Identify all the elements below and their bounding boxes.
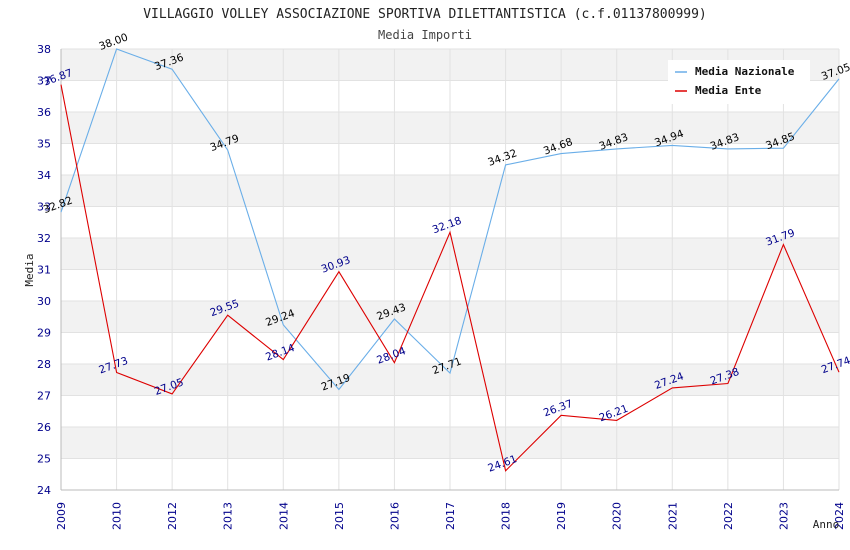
data-label: 36.87 <box>42 67 74 89</box>
data-label: 28.04 <box>375 345 408 367</box>
x-tick-label: 2023 <box>777 502 790 530</box>
legend-label: Media Ente <box>695 84 762 97</box>
legend: Media Nazionale Media Ente <box>668 60 810 104</box>
x-axis-label: Anno <box>813 518 840 531</box>
x-axis-ticks: 2009 2010 2012 2013 2014 2015 2016 2017 2018 2019… <box>55 502 846 530</box>
y-tick-label: 25 <box>37 453 51 466</box>
x-tick-label: 2010 <box>111 502 124 530</box>
x-tick-label: 2012 <box>166 502 179 530</box>
x-tick-label: 2014 <box>277 502 290 530</box>
data-label: 26.21 <box>598 403 630 425</box>
axes <box>60 49 839 491</box>
series-lines <box>60 48 840 472</box>
y-tick-label: 27 <box>37 390 51 403</box>
y-tick-label: 24 <box>37 484 51 497</box>
y-axis-ticks: 24 25 26 27 28 29 30 31 32 33 34 35 36 37 38 <box>37 43 51 497</box>
y-tick-label: 34 <box>37 169 51 182</box>
y-tick-label: 32 <box>37 232 51 245</box>
y-tick-label: 36 <box>37 106 51 119</box>
series-line <box>60 48 840 391</box>
data-label: 32.18 <box>431 215 463 237</box>
x-tick-label: 2021 <box>666 502 679 530</box>
chart-subtitle: Media Importi <box>378 28 472 42</box>
x-tick-label: 2013 <box>222 502 235 530</box>
y-tick-label: 29 <box>37 327 51 340</box>
x-tick-label: 2020 <box>611 502 624 530</box>
x-tick-label: 2016 <box>388 502 401 530</box>
y-tick-label: 30 <box>37 295 51 308</box>
series-line <box>60 84 840 472</box>
y-tick-label: 35 <box>37 138 51 151</box>
data-label: 28.14 <box>264 342 297 364</box>
data-label: 32.82 <box>42 195 74 217</box>
x-tick-label: 2019 <box>555 502 568 530</box>
y-tick-label: 33 <box>37 201 51 214</box>
x-tick-label: 2017 <box>444 502 457 530</box>
y-tick-label: 26 <box>37 421 51 434</box>
legend-label: Media Nazionale <box>695 65 795 78</box>
legend-box <box>668 60 810 104</box>
y-tick-label: 28 <box>37 358 51 371</box>
y-tick-label: 38 <box>37 43 51 56</box>
x-tick-label: 2015 <box>333 502 346 530</box>
x-tick-label: 2024 <box>833 502 846 530</box>
y-tick-label: 37 <box>37 75 51 88</box>
x-tick-label: 2022 <box>722 502 735 530</box>
x-tick-label: 2018 <box>500 502 513 530</box>
y-axis-label: Media <box>23 253 36 286</box>
x-tick-label: 2009 <box>55 502 68 530</box>
chart-title: VILLAGGIO VOLLEY ASSOCIAZIONE SPORTIVA D… <box>143 7 707 22</box>
y-tick-label: 31 <box>37 264 51 277</box>
data-label: 34.32 <box>486 147 518 169</box>
